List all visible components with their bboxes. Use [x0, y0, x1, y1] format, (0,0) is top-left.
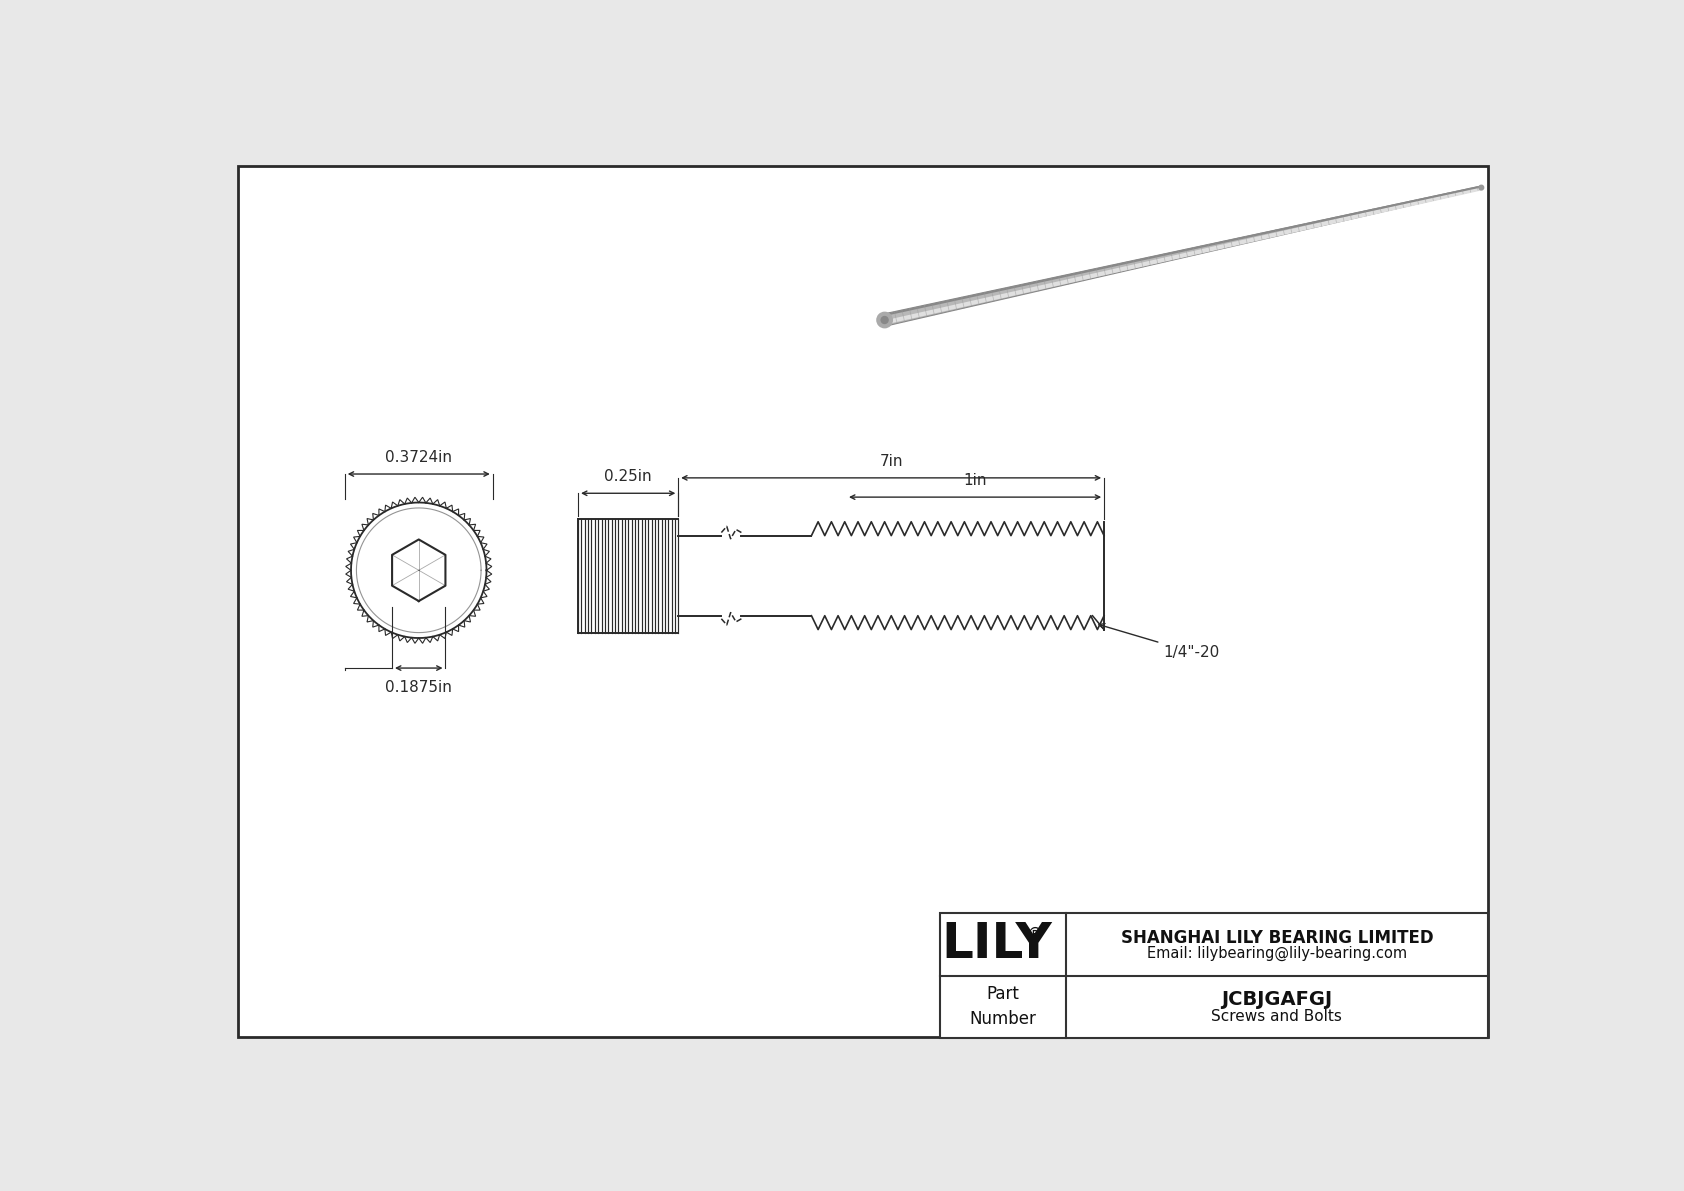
- Circle shape: [877, 312, 893, 328]
- Bar: [940, 913, 1489, 1037]
- Text: 0.1875in: 0.1875in: [386, 680, 453, 696]
- Text: 0.25in: 0.25in: [605, 469, 652, 484]
- Text: Part
Number: Part Number: [970, 985, 1036, 1028]
- Text: 0.3724in: 0.3724in: [386, 450, 453, 464]
- Text: JCBJGAFGJ: JCBJGAFGJ: [1221, 990, 1332, 1009]
- Text: ®: ®: [1027, 925, 1044, 943]
- Text: 7in: 7in: [879, 454, 903, 468]
- Text: SHANGHAI LILY BEARING LIMITED: SHANGHAI LILY BEARING LIMITED: [1120, 929, 1433, 947]
- Circle shape: [1479, 186, 1484, 189]
- Polygon shape: [884, 186, 1482, 326]
- Text: 1in: 1in: [963, 473, 987, 488]
- Text: 1/4"-20: 1/4"-20: [1100, 624, 1219, 660]
- Text: LILY: LILY: [941, 921, 1052, 968]
- Circle shape: [881, 317, 887, 324]
- Text: Screws and Bolts: Screws and Bolts: [1211, 1009, 1342, 1024]
- Text: Email: lilybearing@lily-bearing.com: Email: lilybearing@lily-bearing.com: [1147, 946, 1408, 961]
